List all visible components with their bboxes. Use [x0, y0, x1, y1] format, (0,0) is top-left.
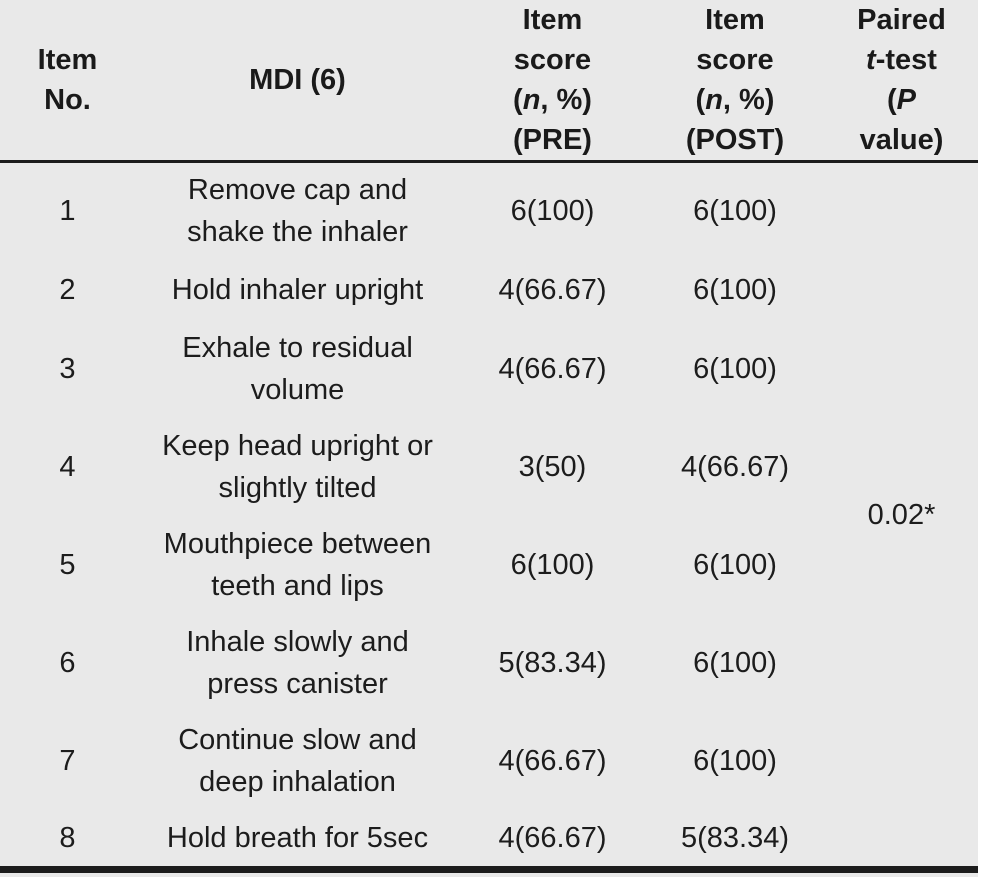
header-pre-line3: (n, %)	[460, 80, 645, 120]
header-ttest-paren-open: (	[886, 84, 897, 116]
header-post-paren-close: , %)	[722, 84, 775, 116]
item-desc-cell: Remove cap and shake the inhaler	[135, 162, 460, 260]
table-row: 5 Mouthpiece between teeth and lips 6(10…	[0, 516, 978, 614]
pre-score-cell: 3(50)	[518, 450, 587, 483]
item-desc-text: Mouthpiece between teeth and lips	[163, 527, 432, 602]
item-no-cell: 7	[59, 744, 76, 777]
post-score-cell: 6(100)	[693, 273, 777, 306]
item-desc-cell: Hold breath for 5sec	[135, 810, 460, 870]
post-score-cell: 4(66.67)	[680, 450, 789, 483]
header-pre-line1: Item	[522, 4, 583, 36]
header-item-no-line2: No.	[44, 84, 91, 116]
header-post-line1: Item	[705, 4, 765, 36]
header-post-n-italic: n	[705, 84, 723, 116]
header-pre-paren-open: (	[513, 84, 523, 116]
col-header-item-score-pre: Item score (n, %) (PRE)	[460, 0, 645, 163]
header-ttest-p-italic: P	[896, 84, 916, 116]
item-no-cell: 1	[59, 195, 76, 228]
header-ttest-line1: Paired	[857, 4, 946, 36]
item-desc-text: Hold inhaler upright	[171, 273, 424, 306]
header-post-line3: (n, %)	[645, 80, 825, 120]
item-desc-cell: Mouthpiece between teeth and lips	[135, 516, 460, 614]
post-score-cell: 6(100)	[693, 744, 777, 777]
header-ttest-line2: t-test	[825, 40, 978, 80]
item-desc-text: Hold breath for 5sec	[166, 821, 429, 854]
header-row: Item No. MDI (6) Item score (n, %) (PRE)…	[0, 0, 978, 163]
item-no-cell: 8	[59, 821, 76, 854]
post-score-cell: 6(100)	[693, 195, 777, 228]
header-ttest-test-text: -test	[875, 44, 937, 76]
pre-score-cell: 4(66.67)	[498, 352, 607, 385]
item-desc-cell: Exhale to residual volume	[135, 320, 460, 418]
item-desc-cell: Inhale slowly and press canister	[135, 614, 460, 712]
header-pre-line2: score	[513, 44, 592, 76]
header-post-line4: (POST)	[685, 124, 785, 156]
table-row: 6 Inhale slowly and press canister 5(83.…	[0, 614, 978, 712]
col-header-item-no: Item No.	[0, 0, 135, 163]
table-row: 7 Continue slow and deep inhalation 4(66…	[0, 712, 978, 810]
table-row: 8 Hold breath for 5sec 4(66.67) 5(83.34)	[0, 810, 978, 870]
item-desc-text: Exhale to residual volume	[182, 331, 413, 406]
post-score-cell: 5(83.34)	[680, 821, 789, 854]
col-header-mdi: MDI (6)	[135, 0, 460, 163]
item-no-cell: 3	[59, 352, 76, 385]
header-post-line2: score	[696, 44, 774, 76]
table-row: 2 Hold inhaler upright 4(66.67) 6(100)	[0, 260, 978, 320]
header-mdi-label: MDI (6)	[249, 64, 346, 96]
table-header: Item No. MDI (6) Item score (n, %) (PRE)…	[0, 0, 978, 163]
item-no-cell: 4	[59, 450, 76, 483]
pre-score-cell: 4(66.67)	[498, 744, 607, 777]
item-desc-text: Keep head upright or slightly tilted	[162, 429, 433, 504]
header-pre-n-italic: n	[522, 84, 541, 116]
item-no-cell: 5	[59, 548, 76, 581]
col-header-paired-ttest: Paired t-test (P value)	[825, 0, 978, 163]
pre-score-cell: 4(66.67)	[498, 273, 607, 306]
post-score-cell: 6(100)	[693, 352, 777, 385]
table-row: 1 Remove cap and shake the inhaler 6(100…	[0, 162, 978, 530]
table-row: 3 Exhale to residual volume 4(66.67) 6(1…	[0, 320, 978, 418]
header-ttest-line4: value)	[859, 124, 944, 156]
header-item-no-line1: Item	[37, 44, 98, 76]
header-ttest-t-italic: t	[866, 44, 876, 76]
pre-score-cell: 5(83.34)	[498, 646, 607, 679]
post-score-cell: 6(100)	[693, 548, 777, 581]
post-score-cell: 6(100)	[693, 646, 777, 679]
pre-score-cell: 6(100)	[510, 548, 595, 581]
table-row: 4 Keep head upright or slightly tilted 3…	[0, 418, 978, 516]
item-desc-text: Continue slow and deep inhalation	[178, 723, 417, 798]
col-header-item-score-post: Item score (n, %) (POST)	[645, 0, 825, 163]
item-desc-cell: Continue slow and deep inhalation	[135, 712, 460, 810]
header-pre-line4: (PRE)	[513, 124, 592, 156]
pre-score-cell: 6(100)	[510, 195, 595, 228]
header-post-paren-open: (	[695, 84, 706, 116]
item-desc-text: Inhale slowly and press canister	[186, 625, 409, 700]
p-value-cell: 0.02*	[867, 498, 936, 531]
pre-score-cell: 4(66.67)	[498, 821, 607, 854]
item-desc-cell: Hold inhaler upright	[135, 260, 460, 320]
item-no-cell: 2	[59, 273, 76, 306]
table-body: 1 Remove cap and shake the inhaler 6(100…	[0, 162, 978, 870]
item-no-cell: 6	[59, 646, 76, 679]
item-desc-cell: Keep head upright or slightly tilted	[135, 418, 460, 516]
header-ttest-line3: (P	[825, 80, 978, 120]
item-desc-text: Remove cap and shake the inhaler	[187, 174, 408, 249]
header-pre-paren-close: , %)	[540, 84, 592, 116]
